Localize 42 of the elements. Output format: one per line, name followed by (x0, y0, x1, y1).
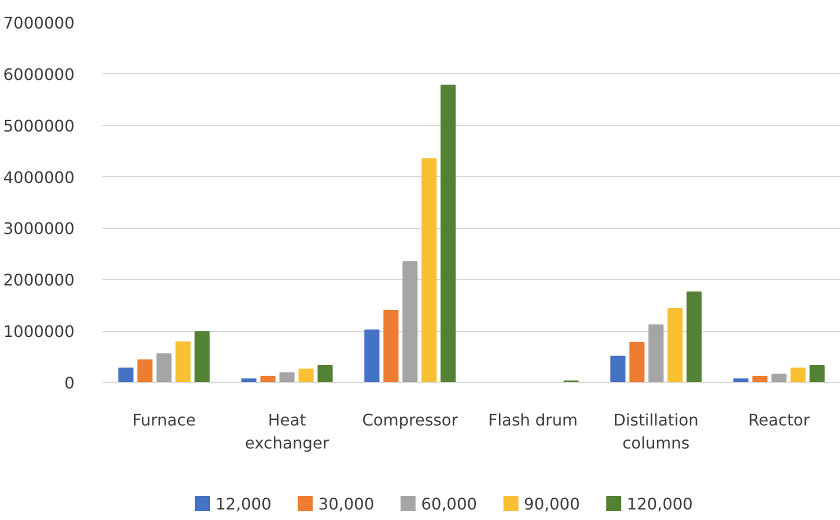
bar (383, 310, 399, 382)
legend-label: 12,000 (216, 494, 272, 514)
bar (194, 331, 210, 382)
bar (279, 372, 295, 382)
legend-label: 90,000 (524, 494, 580, 514)
bar (156, 353, 172, 382)
bar (629, 342, 645, 382)
bar (648, 324, 664, 382)
y-tick-label: 1000000 (3, 322, 75, 342)
x-tick-label: Distillation columns (613, 410, 699, 452)
bar (421, 158, 437, 382)
legend-label: 60,000 (421, 494, 478, 514)
legend-label: 30,000 (318, 494, 374, 514)
y-tick-label: 4000000 (3, 168, 75, 187)
bar (298, 368, 314, 382)
x-tick-label: Reactor (748, 410, 810, 430)
y-tick-label: 6000000 (3, 64, 75, 84)
bar (318, 365, 333, 382)
bar (402, 261, 418, 382)
bar (260, 376, 276, 382)
x-tick-label: Compressor (362, 410, 458, 430)
x-tick-label: Heat exchanger (244, 410, 330, 452)
y-tick-label: 2000000 (3, 270, 75, 290)
bar (118, 368, 134, 382)
bar (810, 365, 825, 382)
bar (440, 84, 456, 382)
legend-label: 120,000 (626, 494, 693, 514)
y-tick-label: 7000000 (3, 14, 75, 32)
bar (137, 359, 153, 382)
bar (752, 376, 768, 382)
bar (364, 330, 380, 382)
bar (686, 291, 702, 382)
y-tick-label: 0 (64, 374, 75, 392)
bar (790, 368, 806, 382)
x-tick-label: Furnace (132, 410, 196, 430)
bar (175, 341, 191, 382)
bar (667, 308, 683, 382)
y-tick-label: 3000000 (3, 219, 75, 238)
x-tick-label: Flash drum (488, 410, 578, 430)
bar (771, 374, 787, 382)
y-tick-label: 5000000 (3, 116, 75, 136)
bar (610, 356, 626, 382)
